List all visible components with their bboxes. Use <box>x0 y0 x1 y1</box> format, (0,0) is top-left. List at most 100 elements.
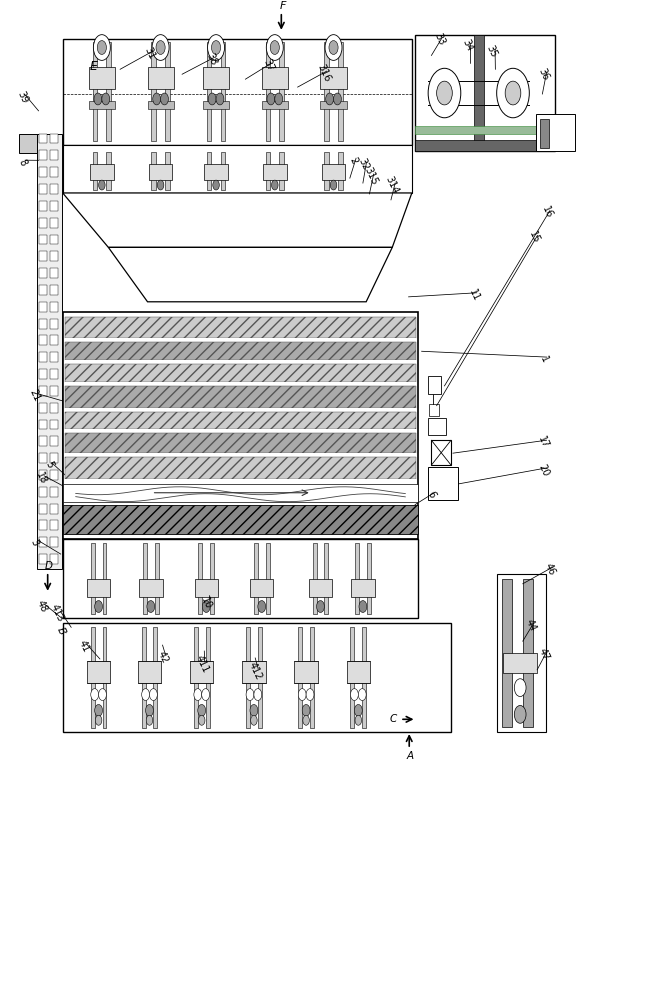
Bar <box>50 184 58 194</box>
Circle shape <box>271 180 278 190</box>
Bar <box>322 164 345 180</box>
Bar <box>39 285 47 295</box>
Circle shape <box>142 689 150 701</box>
Bar <box>39 403 47 413</box>
Bar <box>428 467 458 500</box>
Bar <box>39 386 47 396</box>
Bar <box>320 67 347 89</box>
Circle shape <box>250 704 258 716</box>
Circle shape <box>330 180 337 190</box>
Bar <box>63 539 419 618</box>
Bar <box>152 42 156 141</box>
Text: 33: 33 <box>432 32 447 47</box>
Bar <box>139 579 163 597</box>
Bar <box>310 627 314 728</box>
Bar <box>502 579 511 727</box>
Bar <box>324 152 329 190</box>
Bar <box>50 470 58 480</box>
Bar <box>415 140 555 151</box>
Text: B: B <box>56 626 67 637</box>
Text: 42: 42 <box>156 649 169 665</box>
Text: 10: 10 <box>199 596 213 611</box>
Text: 37: 37 <box>261 58 275 73</box>
Bar <box>89 67 115 89</box>
Bar <box>65 360 417 364</box>
Bar <box>63 145 412 193</box>
Bar <box>39 352 47 362</box>
Circle shape <box>302 704 310 716</box>
Circle shape <box>359 601 367 612</box>
Text: 1: 1 <box>538 354 549 364</box>
Bar <box>50 369 58 379</box>
Text: 38: 38 <box>204 52 218 67</box>
Bar <box>50 403 58 413</box>
Bar <box>313 543 317 614</box>
Bar <box>242 661 266 683</box>
Bar <box>50 285 58 295</box>
Bar <box>93 42 97 141</box>
Bar <box>90 164 114 180</box>
Bar <box>39 235 47 244</box>
Circle shape <box>97 41 107 54</box>
Circle shape <box>201 689 209 701</box>
Bar <box>194 579 218 597</box>
Bar <box>428 376 441 394</box>
Bar <box>50 453 58 463</box>
Bar <box>190 661 213 683</box>
Bar <box>338 152 343 190</box>
Circle shape <box>161 93 169 105</box>
Bar <box>50 386 58 396</box>
Bar <box>39 134 47 143</box>
Bar <box>39 554 47 564</box>
Bar <box>536 114 575 151</box>
Circle shape <box>254 689 262 701</box>
Text: 41: 41 <box>77 638 91 654</box>
Bar <box>503 653 537 673</box>
Text: 47: 47 <box>536 646 551 662</box>
Bar <box>148 101 173 109</box>
Circle shape <box>351 689 358 701</box>
Bar <box>63 39 412 145</box>
Text: 35: 35 <box>485 44 499 59</box>
Bar <box>103 543 107 614</box>
Bar <box>65 412 417 429</box>
Bar <box>198 543 202 614</box>
Bar <box>63 505 419 534</box>
Bar <box>39 335 47 345</box>
Circle shape <box>153 93 161 105</box>
Circle shape <box>91 689 99 701</box>
Bar <box>39 251 47 261</box>
Bar <box>338 42 343 141</box>
Bar <box>39 201 47 211</box>
Circle shape <box>95 601 103 612</box>
Text: A: A <box>407 751 414 761</box>
Circle shape <box>505 81 521 105</box>
Bar <box>63 312 419 539</box>
Circle shape <box>246 689 254 701</box>
Bar <box>204 164 228 180</box>
Circle shape <box>267 93 275 105</box>
Bar <box>220 152 225 190</box>
Circle shape <box>99 180 105 190</box>
Text: 44: 44 <box>523 618 538 633</box>
Bar <box>496 574 545 732</box>
Bar <box>138 661 162 683</box>
Text: 5: 5 <box>43 460 55 470</box>
Circle shape <box>99 689 107 701</box>
Bar <box>207 152 211 190</box>
Bar <box>254 543 258 614</box>
Bar <box>39 268 47 278</box>
Text: 2: 2 <box>347 155 359 165</box>
Bar <box>428 418 447 435</box>
Bar <box>266 152 270 190</box>
Bar <box>39 487 47 497</box>
Circle shape <box>266 35 283 60</box>
Circle shape <box>208 93 216 105</box>
Bar <box>65 386 417 408</box>
Bar <box>309 579 332 597</box>
Bar <box>149 164 173 180</box>
Bar <box>39 420 47 429</box>
Bar <box>50 520 58 530</box>
Circle shape <box>514 679 526 697</box>
Bar <box>39 369 47 379</box>
